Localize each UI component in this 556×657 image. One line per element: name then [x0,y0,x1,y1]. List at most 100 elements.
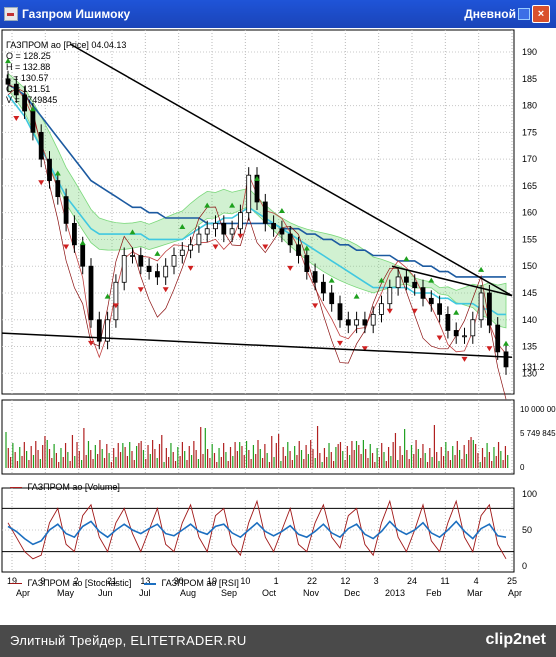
candle-body [279,228,285,235]
period-label[interactable]: Дневной [464,7,516,21]
candle-body [121,255,127,283]
stochastic-line [7,499,507,560]
buy-arrow [378,277,385,283]
candle-body [478,292,484,321]
x-month-label: Mar [467,588,483,598]
candle-body [138,255,144,267]
price-tick-label: 150 [522,261,537,271]
candle-body [403,276,409,283]
osc-tick-label: 0 [522,561,527,571]
volume-tick-label: 5 749 845 [520,429,556,438]
candle-body [387,287,393,305]
candle-body [296,244,301,256]
candle-body [329,292,335,305]
sell-arrow [137,287,144,293]
candle-body [38,131,44,160]
stochastic-legend-swatch [10,583,22,585]
sell-arrow [337,340,343,346]
candle-body [486,292,492,326]
candle-body [503,351,509,368]
rsi-legend-swatch [143,582,156,585]
oscillator-legend: ГАЗПРОМ ао [Stochastic] ГАЗПРОМ ао [RSI] [10,578,239,588]
candle-body [428,297,434,305]
buy-arrow [79,240,86,246]
sell-arrow [262,244,269,250]
window-title: Газпром Ишимоку [22,7,131,21]
sell-arrow [237,233,244,239]
candle-body [437,303,443,315]
close-button[interactable]: × [532,5,550,23]
minimize-icon[interactable] [518,8,530,20]
x-month-label: Oct [262,588,277,598]
buy-arrow [478,266,485,272]
candle-body [345,319,351,326]
sell-arrow [212,244,219,250]
x-day-label: 4 [474,576,479,586]
volume-legend-swatch [10,487,22,489]
x-month-label: Sep [221,588,237,598]
volume-tick-label: 10 000 000 [520,405,556,414]
candle-body [262,201,268,224]
buy-arrow [204,202,211,208]
sell-arrow [486,346,493,352]
candle-body [395,276,401,289]
candle-body [337,303,343,321]
signal-arrows [5,58,509,362]
current-price-label: 131.2 [522,362,545,372]
sell-arrow [411,308,418,314]
buy-arrow [129,229,136,235]
volume-legend: ГАЗПРОМ ао [Volume] [10,482,120,492]
footer-bar: Элитный Трейдер, ELITETRADER.RU clip2net [0,625,556,657]
osc-tick-label: 50 [522,525,532,535]
candle-body [229,228,235,235]
candle-body [495,324,501,353]
ohlc-low: L = 130.57 [6,73,49,83]
sell-arrow [461,356,468,362]
candle-body [55,180,61,198]
candle-body [312,271,318,283]
candle-body [271,222,277,230]
buy-arrow [54,170,61,176]
price-tick-label: 130 [522,368,537,378]
candle-body [113,281,119,321]
sell-arrow [88,340,94,346]
candle-body [30,110,36,133]
buy-arrow [403,256,410,262]
candle-body [179,249,185,256]
x-day-label: 25 [507,576,517,586]
candle-body [453,330,459,337]
price-tick-label: 185 [522,74,537,84]
sell-arrow [436,335,443,341]
candle-body [171,255,177,267]
x-day-label: 21 [107,576,117,586]
candle-body [213,222,218,230]
x-day-label: 1 [274,576,279,586]
sell-arrow [63,244,70,250]
buy-arrow [29,106,36,112]
buy-arrow [278,208,285,213]
candle-body [221,222,227,235]
osc-tick-label: 100 [522,489,537,499]
candle-body [246,174,252,214]
price-tick-label: 155 [522,234,537,244]
app-icon [4,7,18,21]
x-day-label: 3 [374,576,379,586]
price-chart: 1901851801751701651601551501451401351301… [1,29,556,598]
ohlc-volume: V = 5749845 [6,95,58,105]
x-day-label: 11 [440,576,449,586]
x-day-label: 10 [240,576,250,586]
ma-slow-line [7,83,506,278]
buy-arrow [179,224,186,230]
x-day-label: 22 [307,576,317,586]
trendlines [1,43,513,358]
sell-arrow [162,287,169,293]
footer-brand: Элитный Трейдер, ELITETRADER.RU [10,633,247,648]
candle-body [362,319,368,326]
x-month-label: Apr [508,588,522,598]
candle-body [146,265,152,272]
rsi-line [7,520,507,546]
sell-arrow [187,265,194,271]
sell-arrow [13,115,20,121]
x-day-label: 13 [140,576,150,586]
candle-body [188,244,194,251]
